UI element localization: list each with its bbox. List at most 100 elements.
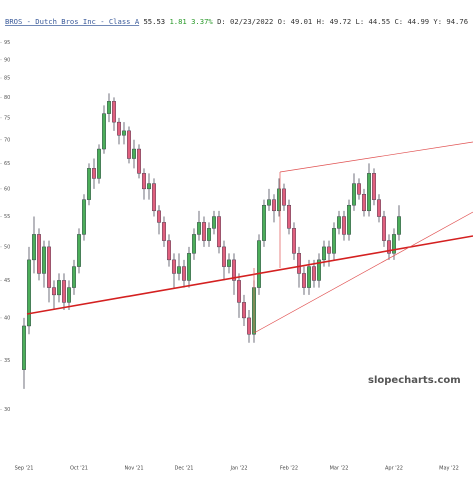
candle-body	[196, 222, 201, 235]
candle-body	[52, 287, 57, 296]
y-tick-label: 95	[4, 40, 10, 46]
candle-body	[297, 253, 302, 274]
candle-body	[66, 287, 71, 303]
candle-body	[302, 273, 307, 288]
candle-body	[62, 280, 67, 303]
candle-body	[116, 121, 121, 136]
y-tick-label: 30	[4, 407, 10, 413]
y-tick-label: 75	[4, 115, 10, 121]
candle-body	[151, 183, 156, 212]
plot: 30 35 40 45 50 55 60 65 70 75 80 85 90 95 Sep '21 Oct '…	[0, 40, 459, 472]
price: 55.53	[143, 17, 165, 26]
candle-body	[216, 216, 221, 248]
lower-trendline	[253, 211, 473, 334]
x-tick-label: Mar '22	[330, 466, 349, 472]
candle-body	[166, 240, 171, 261]
candle-body	[397, 216, 402, 235]
candle-body	[241, 302, 246, 319]
candle-body	[367, 173, 372, 212]
candle-body	[352, 183, 357, 206]
y-tick-label: 45	[4, 278, 10, 284]
support-trendline	[26, 235, 473, 315]
candle-body	[101, 113, 106, 150]
candle-body	[81, 199, 86, 235]
candle-body	[221, 246, 226, 267]
candle-body	[111, 101, 116, 123]
candle-body	[76, 234, 81, 267]
candle-body	[126, 130, 131, 159]
x-tick-label: Feb '22	[280, 466, 298, 472]
x-tick-label: Oct '21	[70, 466, 88, 472]
candle-body	[47, 246, 52, 288]
candle-body	[377, 199, 382, 217]
x-tick-label: Sep '21	[15, 466, 34, 472]
candle-body	[272, 199, 277, 212]
candle-body	[171, 259, 176, 274]
candle-body	[282, 188, 287, 206]
candle-body	[277, 188, 282, 212]
candle-body	[332, 228, 337, 254]
y-tick-label: 80	[4, 95, 10, 101]
candle-body	[236, 280, 241, 303]
y-tick-label: 55	[4, 214, 10, 220]
candle-body	[181, 266, 186, 281]
candle-body	[387, 240, 392, 254]
candle-body	[27, 259, 32, 327]
candle-body	[106, 101, 111, 114]
candle-body	[337, 216, 342, 229]
watermark: slopecharts.com	[368, 375, 461, 386]
candle-body	[347, 204, 352, 235]
y-tick-label: 60	[4, 186, 10, 192]
candle-body	[287, 204, 292, 229]
candle-body	[246, 317, 251, 335]
candle-body	[342, 216, 347, 235]
candle-body	[382, 216, 387, 241]
candle-body	[211, 216, 216, 229]
candle-body	[312, 266, 317, 281]
candle-body	[91, 168, 96, 179]
candle-body	[146, 183, 151, 190]
candle-body	[186, 253, 191, 281]
candle-body	[71, 266, 76, 288]
candle-body	[257, 240, 262, 288]
y-tick-label: 40	[4, 315, 10, 321]
candle-body	[307, 266, 312, 288]
candle-body	[136, 148, 141, 174]
candle-body	[327, 246, 332, 254]
candle-body	[206, 228, 211, 241]
candle-body	[121, 130, 126, 136]
candle-body	[191, 234, 196, 254]
x-tick-label: Nov '21	[124, 466, 143, 472]
candle-body	[357, 183, 362, 195]
details: D: 02/23/2022 O: 49.01 H: 49.72 L: 44.55…	[217, 17, 468, 26]
title: BROS - Dutch Bros Inc - Class A	[5, 17, 140, 26]
y-tick-label: 70	[4, 137, 10, 143]
candle-body	[262, 204, 267, 241]
x-tick-label: May '22	[439, 466, 459, 472]
candle-body	[141, 173, 146, 190]
candle-body	[32, 234, 37, 261]
upper-trendline	[279, 141, 473, 173]
y-tick-label: 35	[4, 358, 10, 364]
candle-body	[161, 222, 166, 241]
x-tick-label: Jan '22	[229, 466, 247, 472]
candle-body	[392, 234, 397, 254]
y-tick-label: 50	[4, 244, 10, 250]
y-tick-label: 85	[4, 76, 10, 82]
candle-body	[231, 259, 236, 281]
candle-body	[96, 148, 101, 179]
candle-body	[37, 234, 42, 274]
candle-body	[176, 266, 181, 274]
x-tick-label: Apr '22	[385, 466, 403, 472]
candle-body	[22, 325, 27, 370]
candle-body	[372, 173, 377, 200]
y-tick-label: 90	[4, 57, 10, 63]
candle-body	[201, 222, 206, 241]
candle-body	[292, 228, 297, 254]
candle-body	[131, 148, 136, 159]
y-tick-label: 65	[4, 161, 10, 167]
candle-body	[317, 259, 322, 281]
change: 1.81	[169, 17, 186, 26]
